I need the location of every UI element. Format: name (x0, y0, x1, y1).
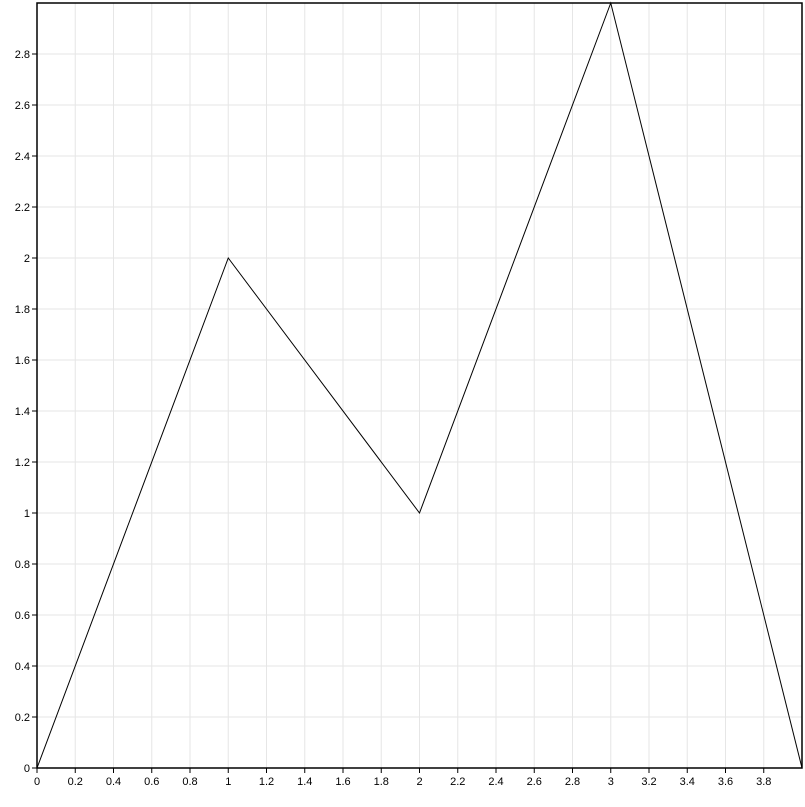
x-tick-label: 3.2 (641, 776, 656, 788)
y-tick-label: 2.4 (15, 151, 30, 163)
y-tick-label: 1.6 (15, 355, 30, 367)
x-tick-label: 1.4 (297, 776, 312, 788)
x-tick-label: 3 (608, 776, 614, 788)
x-tick-label: 0.8 (182, 776, 197, 788)
y-tick-label: 1.2 (15, 457, 30, 469)
x-tick-label: 0 (34, 776, 40, 788)
x-axis-ticks: 0 0.2 0.4 0.6 0.8 1 1.2 1.4 1.6 1.8 2 2.2 2.4 2.6 2.8 3… (34, 768, 771, 788)
x-tick-label: 0.2 (68, 776, 83, 788)
x-tick-label: 3.6 (718, 776, 733, 788)
y-tick-label: 0 (24, 763, 30, 775)
y-tick-label: 2.6 (15, 100, 30, 112)
x-tick-label: 1 (225, 776, 231, 788)
x-tick-label: 1.8 (374, 776, 389, 788)
y-tick-label: 1 (24, 508, 30, 520)
y-tick-label: 2.8 (15, 49, 30, 61)
x-tick-label: 2.2 (450, 776, 465, 788)
x-tick-label: 2 (416, 776, 422, 788)
x-tick-label: 2.4 (488, 776, 503, 788)
x-tick-label: 0.4 (106, 776, 121, 788)
y-tick-label: 0.6 (15, 610, 30, 622)
series-layer (36, 1, 803, 769)
y-tick-label: 0.8 (15, 559, 30, 571)
grid-lines (37, 3, 802, 768)
x-tick-label: 2.6 (527, 776, 542, 788)
x-tick-label: 1.6 (335, 776, 350, 788)
y-tick-label: 1.8 (15, 304, 30, 316)
x-tick-label: 1.2 (259, 776, 274, 788)
y-tick-label: 0.2 (15, 712, 30, 724)
y-tick-label: 2 (24, 253, 30, 265)
series-line (36, 1, 803, 769)
x-tick-label: 2.8 (565, 776, 580, 788)
y-tick-label: 2.2 (15, 202, 30, 214)
y-axis-ticks: 0 0.2 0.4 0.6 0.8 1 1.2 1.4 1.6 1.8 2 2.2 2.4 2.6 2.8 (15, 49, 37, 775)
x-tick-label: 3.4 (680, 776, 695, 788)
axes (32, 2, 803, 773)
x-tick-label: 0.6 (144, 776, 159, 788)
y-tick-label: 0.4 (15, 661, 30, 673)
x-tick-label: 3.8 (756, 776, 771, 788)
y-tick-label: 1.4 (15, 406, 30, 418)
